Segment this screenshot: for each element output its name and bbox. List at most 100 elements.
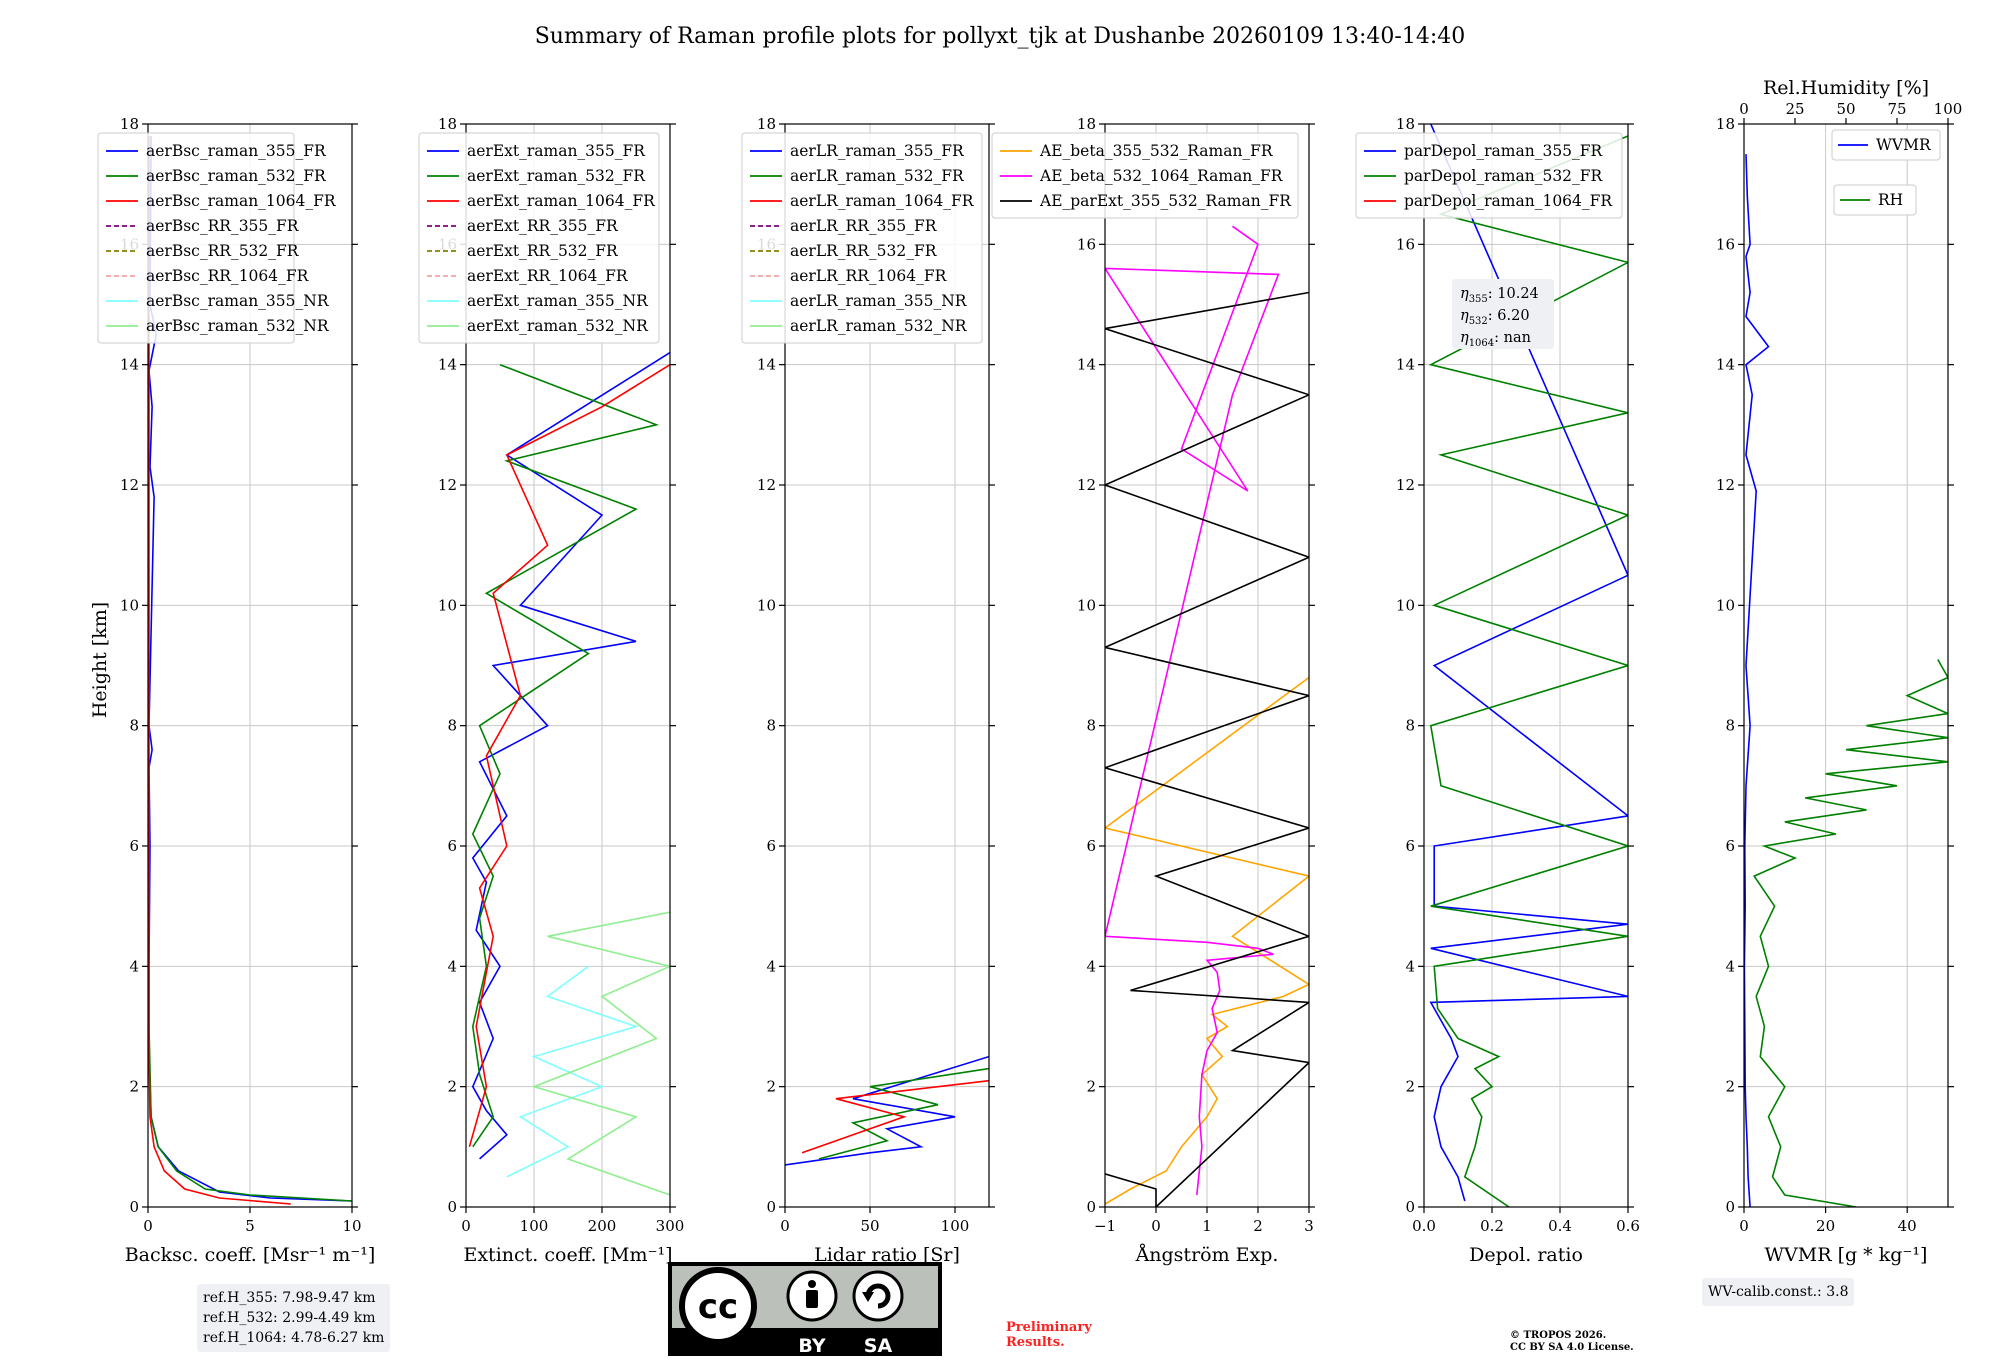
top-x-tick-label: 100 bbox=[1934, 100, 1963, 118]
series-line-aerBsc_raman_1064_FR bbox=[148, 136, 291, 1205]
x-tick-label: 0 bbox=[143, 1217, 153, 1235]
x-tick-label: 0 bbox=[461, 1217, 471, 1235]
eta-line: η1064: nan bbox=[1460, 330, 1531, 349]
y-tick-label: 6 bbox=[1405, 837, 1415, 855]
eta-subscript: 1064 bbox=[1469, 338, 1494, 349]
y-tick-label: 4 bbox=[129, 957, 139, 975]
x-tick-label: −1 bbox=[1094, 1217, 1116, 1235]
legend-box bbox=[418, 132, 660, 344]
y-tick-label: 14 bbox=[1396, 356, 1415, 374]
y-tick-label: 8 bbox=[129, 717, 139, 735]
wv-calib-constant: WV-calib.const.: 3.8 bbox=[1708, 1284, 1849, 1300]
series-line-aerExt_raman_532_NR bbox=[531, 911, 670, 1196]
y-tick-label: 4 bbox=[1405, 957, 1415, 975]
y-tick-label: 0 bbox=[447, 1198, 457, 1216]
plot-frame bbox=[1743, 123, 1949, 1208]
person-head bbox=[808, 1280, 816, 1288]
y-tick-label: 8 bbox=[766, 717, 776, 735]
x-axis-label: Depol. ratio bbox=[1469, 1244, 1583, 1266]
legend-wvmr-entry: WVMR bbox=[1876, 136, 1932, 154]
y-tick-label: 4 bbox=[1725, 957, 1735, 975]
series-group-ext bbox=[468, 351, 670, 1196]
wv-calib-box: WV-calib.const.: 3.8 bbox=[1702, 1278, 1855, 1306]
x-tick-label: 1 bbox=[1202, 1217, 1212, 1235]
y-tick-label: 2 bbox=[1725, 1078, 1735, 1096]
legend-entry: aerLR_raman_532_NR bbox=[790, 317, 968, 335]
legend-entry: aerLR_raman_355_FR bbox=[790, 142, 965, 160]
series-line-aerLR_raman_1064_FR bbox=[801, 1079, 989, 1154]
y-tick-label: 2 bbox=[447, 1078, 457, 1096]
x-tick-label: 3 bbox=[1304, 1217, 1314, 1235]
legend-entry: aerExt_RR_532_FR bbox=[467, 242, 619, 260]
y-tick-label: 4 bbox=[447, 957, 457, 975]
eta-symbol: η bbox=[1460, 286, 1469, 302]
series-group-ae bbox=[1105, 225, 1309, 1207]
panel-ext: 0246810121416180100200300Extinct. coeff.… bbox=[418, 115, 685, 1266]
legend-ext: aerExt_raman_355_FR aerExt_raman_532_FRae… bbox=[418, 132, 660, 344]
reference-heights-box: ref.H_355: 7.98-9.47 km ref.H_532: 2.99-… bbox=[197, 1284, 391, 1352]
legend-entry: aerExt_raman_532_NR bbox=[467, 317, 649, 335]
series-group-lr bbox=[785, 1055, 989, 1166]
cc-sa-label: SA bbox=[864, 1335, 893, 1357]
y-tick-label: 0 bbox=[129, 1198, 139, 1216]
series-line-aerExt_raman_355_NR bbox=[506, 965, 639, 1178]
y-tick-label: 6 bbox=[766, 837, 776, 855]
legend-entry: aerLR_RR_1064_FR bbox=[790, 267, 948, 285]
x-tick-label: 100 bbox=[941, 1217, 970, 1235]
y-tick-label: 10 bbox=[757, 596, 776, 614]
y-tick-label: 4 bbox=[766, 957, 776, 975]
y-tick-label: 0 bbox=[1405, 1198, 1415, 1216]
y-tick-label: 10 bbox=[1077, 596, 1096, 614]
eta-line: η532: 6.20 bbox=[1460, 308, 1530, 327]
plot-frame bbox=[784, 123, 990, 1208]
y-tick-label: 16 bbox=[1396, 235, 1415, 253]
legend-entry: aerLR_raman_1064_FR bbox=[790, 192, 975, 210]
eta-line: η355: 10.24 bbox=[1460, 286, 1539, 305]
y-tick-label: 18 bbox=[1077, 115, 1096, 133]
share-alike-icon bbox=[852, 1270, 904, 1322]
y-tick-label: 0 bbox=[766, 1198, 776, 1216]
y-tick-label: 18 bbox=[120, 115, 139, 133]
x-tick-label: 40 bbox=[1898, 1217, 1917, 1235]
legend-rh-box bbox=[1833, 184, 1917, 216]
series-group-bsc bbox=[148, 135, 352, 1205]
panels: 0246810121416180510Backsc. coeff. [Msr⁻¹… bbox=[97, 77, 1962, 1266]
ref-height-355: ref.H_355: 7.98-9.47 km bbox=[203, 1290, 376, 1306]
cc-license-badge[interactable]: cc BY SA bbox=[668, 1262, 942, 1357]
y-tick-label: 0 bbox=[1725, 1198, 1735, 1216]
legend-entry: aerBsc_raman_355_NR bbox=[146, 292, 330, 310]
x-tick-label: 5 bbox=[245, 1217, 255, 1235]
share-alike-arrow bbox=[865, 1283, 891, 1309]
legend-box bbox=[991, 132, 1299, 219]
eta-value: : 10.24 bbox=[1488, 286, 1539, 302]
legend-bsc: aerBsc_raman_355_FR aerBsc_raman_532_FRae… bbox=[97, 132, 337, 344]
x-tick-label: 20 bbox=[1816, 1217, 1835, 1235]
legend-entry: aerExt_raman_532_FR bbox=[467, 167, 646, 185]
series-line-parDepol_raman_532_FR bbox=[1428, 135, 1628, 1207]
y-tick-label: 14 bbox=[120, 356, 139, 374]
eta-subscript: 532 bbox=[1469, 316, 1488, 327]
y-tick-label: 10 bbox=[438, 596, 457, 614]
x-tick-label: 0 bbox=[1151, 1217, 1161, 1235]
y-tick-label: 14 bbox=[1077, 356, 1096, 374]
legend-box bbox=[741, 132, 983, 344]
legend-entry: aerExt_raman_1064_FR bbox=[467, 192, 656, 210]
eta-value: : nan bbox=[1494, 330, 1531, 346]
legend-lr: aerLR_raman_355_FR aerLR_raman_532_FR aerL… bbox=[741, 132, 983, 344]
preliminary-line-2: Results. bbox=[1006, 1335, 1065, 1350]
legend-entry: aerLR_RR_532_FR bbox=[790, 242, 938, 260]
ref-height-532: ref.H_532: 2.99-4.49 km bbox=[203, 1310, 376, 1326]
legend-entry: parDepol_raman_532_FR bbox=[1404, 167, 1604, 185]
x-tick-label: 100 bbox=[520, 1217, 549, 1235]
x-tick-label: 2 bbox=[1253, 1217, 1263, 1235]
legend-entry: AE_beta_532_1064_Raman_FR bbox=[1039, 167, 1284, 185]
series-line-aerLR_raman_355_FR bbox=[785, 1055, 989, 1166]
y-tick-label: 8 bbox=[447, 717, 457, 735]
legend-entry: aerExt_raman_355_NR bbox=[467, 292, 649, 310]
y-tick-label: 10 bbox=[1716, 596, 1735, 614]
x-tick-label: 300 bbox=[656, 1217, 685, 1235]
copyright-note: © TROPOS 2026. CC BY SA 4.0 License. bbox=[1510, 1330, 1634, 1354]
panel-bsc: 0246810121416180510Backsc. coeff. [Msr⁻¹… bbox=[97, 115, 375, 1266]
